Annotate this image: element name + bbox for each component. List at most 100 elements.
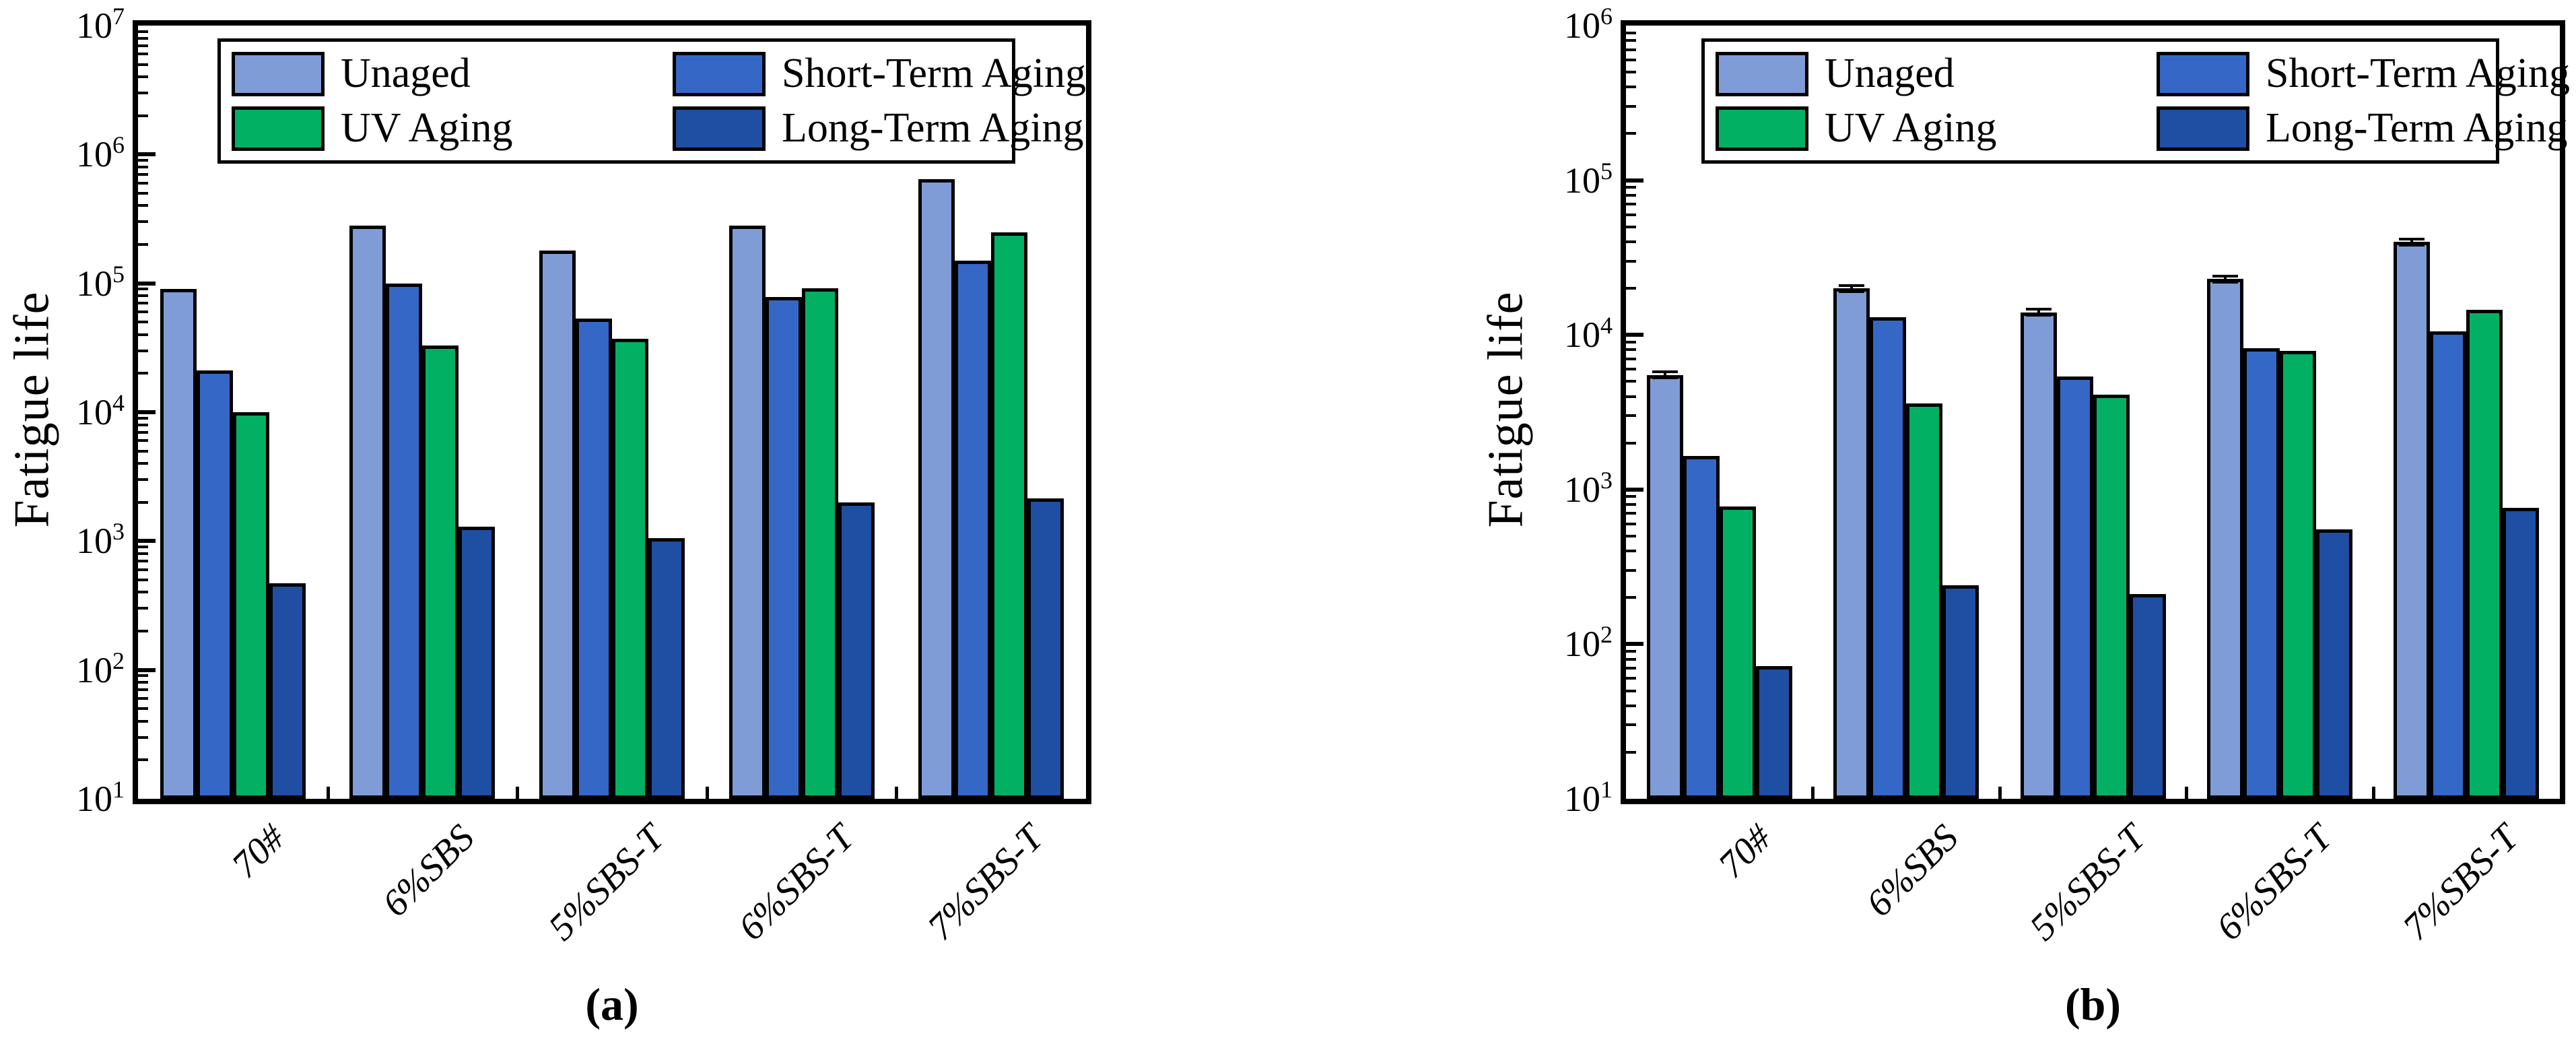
legend-swatch-unaged-icon	[232, 51, 325, 96]
y-minor-tick	[138, 430, 148, 434]
legend-swatch-long-term-aging-icon	[673, 106, 766, 151]
y-minor-tick	[1626, 414, 1636, 418]
x-boundary-tick	[705, 787, 709, 799]
y-major-tick	[138, 667, 156, 672]
y-minor-tick	[1626, 186, 1636, 189]
y-minor-tick	[138, 568, 148, 571]
y-minor-tick	[1626, 380, 1636, 383]
y-minor-tick	[138, 310, 148, 314]
plot-area-a: Unaged Short-Term Aging UV Aging Long-Term …	[133, 20, 1091, 804]
legend-item-short-term-aging: Short-Term Aging	[2157, 50, 2570, 98]
y-minor-tick	[138, 449, 148, 453]
bar-long-term-aging-6-sbs	[459, 526, 496, 799]
y-minor-tick	[1626, 71, 1636, 74]
y-minor-tick	[1626, 550, 1636, 553]
y-minor-tick	[1626, 287, 1636, 290]
y-minor-tick	[138, 159, 148, 162]
bar-long-term-aging-6-sbs-t	[838, 502, 875, 799]
y-minor-tick	[1626, 677, 1636, 680]
y-minor-tick	[138, 302, 148, 305]
y-minor-tick	[1626, 512, 1636, 515]
error-bar	[1663, 372, 1666, 379]
y-minor-tick	[1626, 357, 1636, 360]
y-minor-tick	[138, 674, 148, 678]
y-minor-tick	[138, 439, 148, 443]
y-minor-tick	[138, 243, 148, 247]
y-tick-label-1e4: 104	[1564, 312, 1613, 356]
y-minor-tick	[138, 462, 148, 465]
legend-swatch-short-term-aging-icon	[2157, 51, 2249, 96]
y-minor-tick	[1626, 649, 1636, 653]
y-minor-tick	[1626, 534, 1636, 537]
caption-b: (b)	[2064, 979, 2122, 1030]
legend-item-long-term-aging: Long-Term Aging	[673, 104, 1084, 152]
y-minor-tick	[138, 181, 148, 185]
y-minor-tick	[138, 63, 148, 66]
y-minor-tick	[1626, 132, 1636, 135]
legend-b: Unaged Short-Term Aging UV Aging Long-Term …	[1701, 38, 2570, 164]
bar-long-term-aging-70	[1755, 666, 1792, 799]
bar-short-term-aging-6-sbs-t	[2243, 348, 2280, 799]
y-minor-tick	[138, 546, 148, 549]
y-minor-tick	[1626, 203, 1636, 206]
y-minor-tick	[1626, 368, 1636, 371]
error-bar-cap	[2025, 308, 2052, 311]
bar-long-term-aging-70	[269, 583, 306, 799]
error-bar-cap	[2399, 237, 2425, 240]
bar-long-term-aging-6-sbs-t	[2315, 529, 2352, 799]
bar-long-term-aging-5-sbs-t	[648, 538, 685, 799]
y-minor-tick	[138, 607, 148, 610]
y-tick-label-1e5: 105	[76, 260, 125, 304]
bar-uv-aging-70	[232, 412, 269, 799]
y-minor-tick	[1626, 259, 1636, 263]
caption-a: (a)	[585, 979, 639, 1030]
y-minor-tick	[1626, 39, 1636, 42]
y-minor-tick	[1626, 340, 1636, 343]
legend-item-uv-aging: UV Aging	[1716, 104, 2157, 152]
y-minor-tick	[1626, 58, 1636, 61]
y-minor-tick	[138, 294, 148, 298]
error-bar	[1850, 285, 1854, 292]
y-minor-tick	[138, 578, 148, 581]
y-minor-tick	[138, 333, 148, 336]
error-bar-cap	[2212, 280, 2238, 284]
bar-uv-aging-5-sbs-t	[612, 339, 648, 799]
y-minor-tick	[138, 36, 148, 40]
y-minor-tick	[138, 758, 148, 762]
y-minor-tick	[1626, 689, 1636, 692]
y-minor-tick	[138, 75, 148, 79]
y-minor-tick	[138, 630, 148, 633]
error-bar	[2223, 275, 2227, 282]
bar-unaged-6-sbs	[349, 226, 386, 799]
bar-unaged-6-sbs	[1833, 288, 1870, 799]
x-boundary-tick	[1998, 787, 2002, 799]
y-minor-tick	[138, 707, 148, 711]
bar-unaged-5-sbs-t	[2020, 312, 2057, 799]
y-minor-tick	[1626, 240, 1636, 243]
bar-long-term-aging-6-sbs	[1942, 585, 1979, 799]
legend-swatch-uv-aging-icon	[232, 106, 325, 151]
y-minor-tick	[138, 321, 148, 324]
y-tick-label-1e2: 102	[76, 647, 125, 690]
y-minor-tick	[1626, 348, 1636, 352]
bar-uv-aging-6-sbs-t	[801, 288, 838, 799]
bar-uv-aging-70	[1719, 506, 1756, 799]
bar-unaged-70	[1646, 374, 1683, 799]
y-tick-label-1e6: 106	[76, 131, 125, 175]
y-major-tick	[1626, 487, 1643, 492]
legend-item-unaged: Unaged	[232, 50, 673, 98]
x-boundary-tick	[2371, 787, 2375, 799]
y-minor-tick	[138, 92, 148, 95]
y-minor-tick	[138, 735, 148, 739]
bar-unaged-6-sbs-t	[2206, 279, 2243, 799]
y-minor-tick	[1626, 657, 1636, 661]
y-minor-tick	[1626, 395, 1636, 398]
y-tick-label-1e1: 101	[76, 776, 125, 819]
y-minor-tick	[1626, 596, 1636, 599]
y-minor-tick	[1626, 522, 1636, 525]
y-minor-tick	[138, 559, 148, 562]
bar-short-term-aging-7-sbs-t	[2430, 331, 2467, 799]
y-minor-tick	[1626, 31, 1636, 34]
